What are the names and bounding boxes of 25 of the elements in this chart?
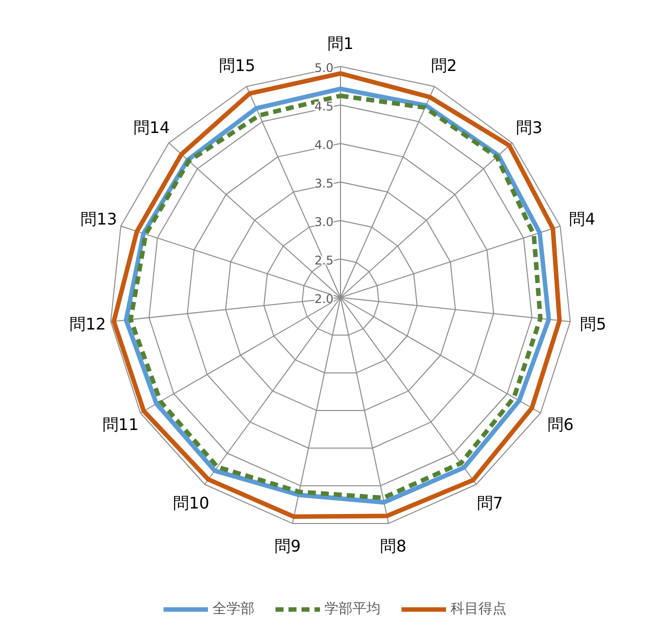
legend-label: 全学部 [212, 600, 254, 618]
y-tick-label: 5.0 [314, 61, 334, 76]
spoke-label: 問9 [274, 536, 301, 556]
y-tick-label: 4.0 [314, 138, 334, 152]
spoke-label: 問1 [327, 34, 354, 53]
spoke-label: 問5 [580, 314, 606, 334]
y-tick-label: 3.5 [314, 176, 334, 191]
spoke-label: 問11 [102, 415, 139, 434]
spoke-label: 問8 [380, 536, 406, 556]
spoke-label: 問13 [80, 209, 118, 228]
spoke-label: 問7 [476, 494, 503, 513]
y-tick-label: 3.0 [314, 215, 334, 230]
spoke-label: 問15 [218, 56, 256, 75]
spoke-label: 問10 [172, 494, 210, 513]
spoke-label: 問2 [430, 56, 457, 75]
spoke-label: 問3 [516, 118, 542, 137]
legend-label: 科目得点 [450, 600, 506, 618]
y-tick-label: 2.5 [314, 254, 334, 268]
spoke-label: 問14 [133, 118, 170, 137]
y-tick-label: 2.0 [314, 292, 334, 306]
y-tick-label: 4.5 [314, 100, 334, 114]
spoke-label: 問6 [547, 415, 574, 434]
legend-label: 学部平均 [324, 600, 380, 618]
spoke-label: 問4 [569, 209, 596, 228]
spoke-label: 問12 [70, 314, 106, 334]
